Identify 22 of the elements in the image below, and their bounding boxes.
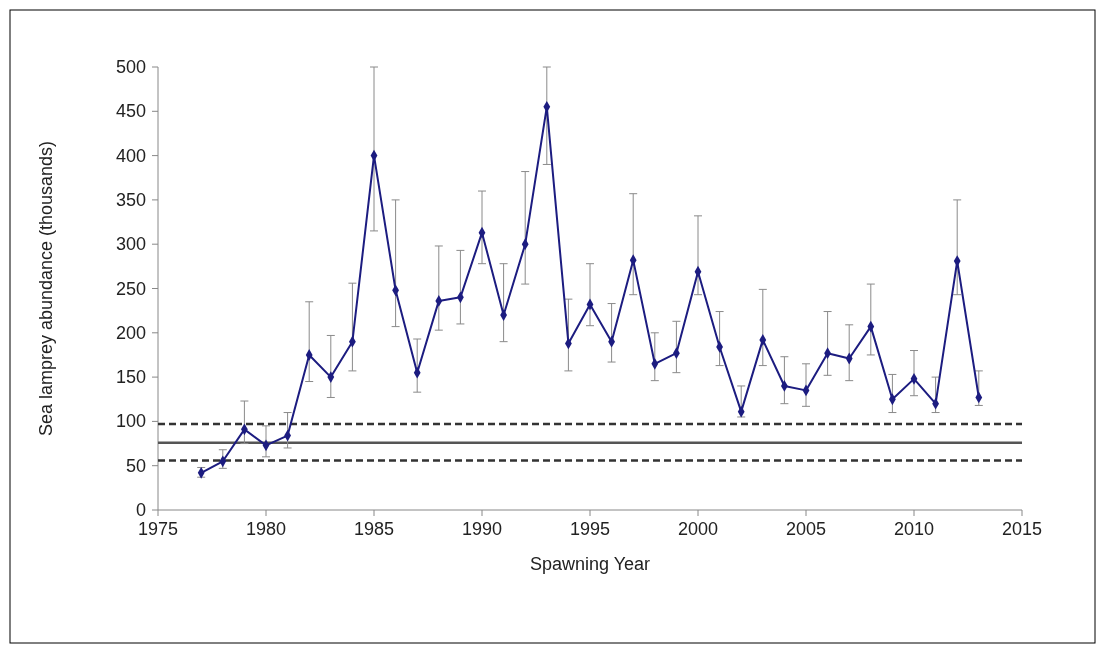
y-tick-label: 50 xyxy=(125,455,146,476)
x-tick-label: 2010 xyxy=(893,519,935,539)
x-tick-label: 1975 xyxy=(137,519,179,539)
y-tick-label: 300 xyxy=(115,234,146,255)
y-tick-label: 450 xyxy=(115,101,146,122)
y-tick-label: 500 xyxy=(115,57,146,77)
y-tick-label: 250 xyxy=(115,278,146,299)
y-tick-label: 0 xyxy=(135,500,146,520)
x-tick-label: 1995 xyxy=(569,519,611,539)
y-tick-label: 350 xyxy=(115,189,146,210)
x-tick-label: 2005 xyxy=(785,519,827,539)
x-tick-label: 2000 xyxy=(677,519,719,539)
y-tick-label: 400 xyxy=(115,145,146,166)
y-tick-label: 150 xyxy=(115,367,146,388)
x-axis-title: Spawning Year xyxy=(529,554,651,574)
x-tick-label: 1990 xyxy=(461,519,503,539)
x-tick-label: 1985 xyxy=(353,519,395,539)
y-tick-label: 100 xyxy=(115,411,146,432)
y-tick-label: 200 xyxy=(115,322,146,343)
x-tick-label: 2015 xyxy=(1001,519,1043,539)
y-axis-title: Sea lamprey abundance (thousands) xyxy=(36,140,56,437)
x-tick-label: 1980 xyxy=(245,519,287,539)
